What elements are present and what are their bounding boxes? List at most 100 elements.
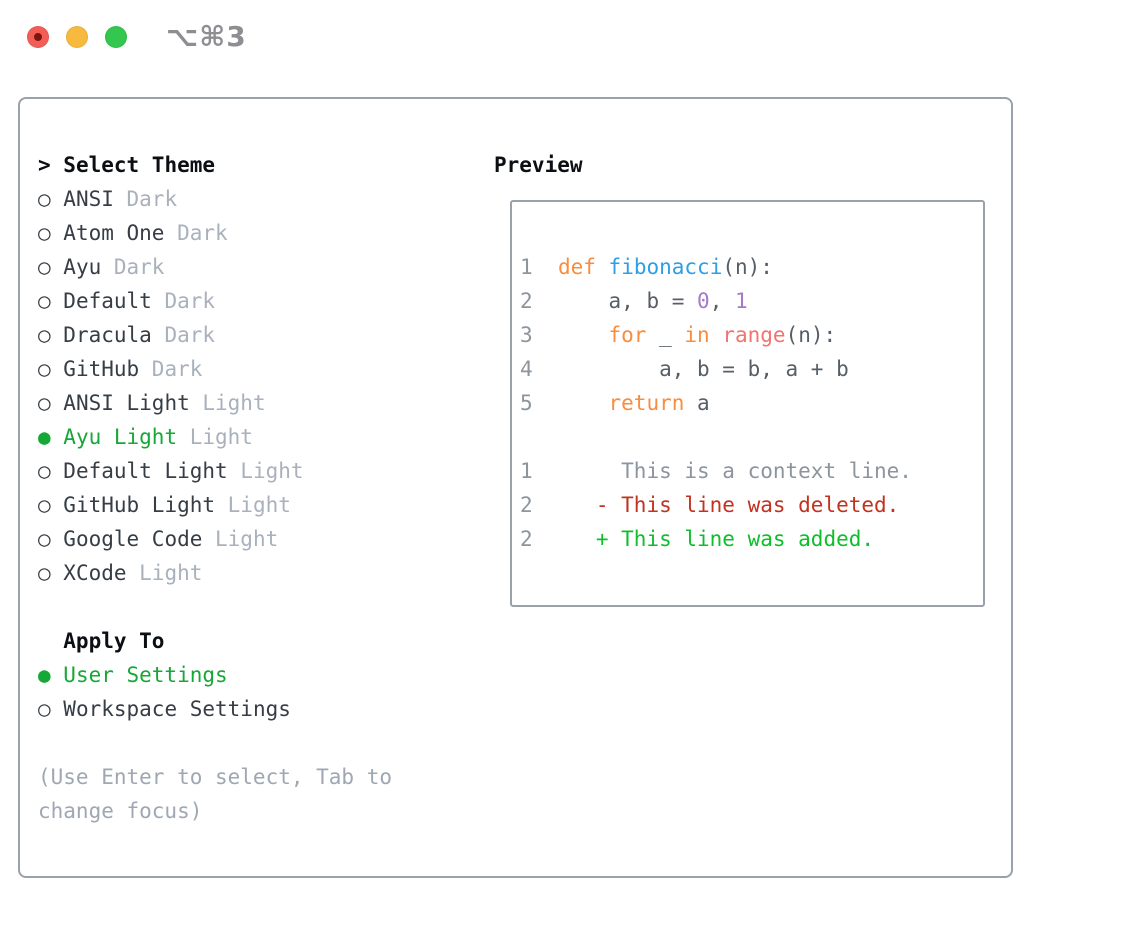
window-title: ⌥⌘3 bbox=[166, 20, 247, 53]
theme-list-header: > Select Theme bbox=[38, 148, 304, 182]
code-segment: _ bbox=[646, 323, 685, 347]
theme-option-default-light[interactable]: ○ Default Light Light bbox=[38, 454, 304, 488]
apply-to-header: Apply To bbox=[63, 629, 165, 653]
code-segment: , bbox=[709, 289, 735, 313]
apply-option-workspace-settings[interactable]: ○ Workspace Settings bbox=[38, 692, 291, 726]
code-segment: 2 bbox=[520, 289, 533, 313]
theme-option-default[interactable]: ○ Default Dark bbox=[38, 284, 304, 318]
code-segment: 1 bbox=[520, 459, 533, 483]
theme-options: ○ ANSI Dark ○ Atom One Dark ○ Ayu Dark ○ De… bbox=[38, 182, 304, 590]
theme-option-dracula[interactable]: ○ Dracula Dark bbox=[38, 318, 304, 352]
apply-to-group: Apply To ● User Settings ○ Workspace Sett… bbox=[38, 624, 291, 726]
theme-name: Google Code bbox=[63, 527, 203, 551]
preview-title: Preview bbox=[494, 153, 583, 177]
code-segment: - This line was deleted. bbox=[595, 493, 900, 517]
preview-line: 2 - This line was deleted. bbox=[520, 488, 983, 522]
theme-option-ansi-light[interactable]: ○ ANSI Light Light bbox=[38, 386, 304, 420]
radio-icon: ○ bbox=[38, 459, 64, 483]
apply-option-label: User Settings bbox=[63, 663, 228, 687]
code-segment: a, b = b, a + b bbox=[532, 357, 849, 381]
theme-name: XCode bbox=[63, 561, 127, 585]
theme-variant-label: Light bbox=[189, 391, 266, 415]
titlebar bbox=[27, 26, 127, 48]
theme-variant-label: Dark bbox=[151, 323, 216, 347]
theme-variant-label: Dark bbox=[113, 187, 178, 211]
preview-line bbox=[520, 420, 983, 454]
theme-name: Default bbox=[63, 289, 152, 313]
code-segment bbox=[710, 323, 723, 347]
code-segment: 5 bbox=[520, 391, 533, 415]
code-segment: 4 bbox=[520, 357, 533, 381]
theme-variant-label: Light bbox=[215, 493, 291, 517]
radio-selected-icon: ● bbox=[38, 663, 64, 687]
code-segment: 1 bbox=[520, 255, 533, 279]
prompt-cursor-icon: > bbox=[38, 153, 51, 177]
theme-name: Atom One bbox=[63, 221, 165, 245]
code-segment: 1 bbox=[734, 289, 748, 313]
code-segment: 2 bbox=[520, 493, 533, 517]
apply-option-label: Workspace Settings bbox=[63, 697, 291, 721]
radio-icon: ○ bbox=[38, 493, 64, 517]
theme-name: Ayu bbox=[63, 255, 102, 279]
radio-icon: ○ bbox=[38, 187, 64, 211]
close-icon[interactable] bbox=[27, 26, 49, 48]
code-segment: a bbox=[684, 391, 710, 415]
code-segment bbox=[533, 391, 609, 415]
theme-option-atom-one[interactable]: ○ Atom One Dark bbox=[38, 216, 304, 250]
code-segment: a, b = bbox=[532, 289, 698, 313]
theme-option-github-light[interactable]: ○ GitHub Light Light bbox=[38, 488, 304, 522]
theme-variant-label: Light bbox=[126, 561, 203, 585]
theme-option-github[interactable]: ○ GitHub Dark bbox=[38, 352, 304, 386]
theme-option-ayu-light[interactable]: ● Ayu Light Light bbox=[38, 420, 304, 454]
theme-list: > Select Theme ○ ANSI Dark ○ Atom One Dark… bbox=[38, 148, 304, 590]
theme-variant-label: Light bbox=[177, 425, 253, 449]
radio-icon: ○ bbox=[38, 255, 64, 279]
code-segment bbox=[533, 493, 596, 517]
radio-icon: ○ bbox=[38, 527, 64, 551]
theme-name: Default Light bbox=[63, 459, 228, 483]
theme-name: GitHub Light bbox=[63, 493, 216, 517]
apply-option-user-settings[interactable]: ● User Settings bbox=[38, 658, 291, 692]
code-segment: 0 bbox=[697, 289, 710, 313]
code-segment: 2 bbox=[520, 527, 533, 551]
radio-icon: ○ bbox=[38, 289, 64, 313]
zoom-icon[interactable] bbox=[105, 26, 127, 48]
code-segment bbox=[533, 323, 609, 347]
theme-option-xcode[interactable]: ○ XCode Light bbox=[38, 556, 304, 590]
preview-line: 2 a, b = 0, 1 bbox=[520, 284, 983, 318]
code-segment bbox=[596, 255, 609, 279]
code-segment: (n): bbox=[722, 255, 773, 279]
apply-to-options: ● User Settings ○ Workspace Settings bbox=[38, 658, 291, 726]
theme-name: ANSI bbox=[63, 187, 114, 211]
theme-option-ayu[interactable]: ○ Ayu Dark bbox=[38, 250, 304, 284]
theme-variant-label: Dark bbox=[139, 357, 203, 381]
theme-option-ansi[interactable]: ○ ANSI Dark bbox=[38, 182, 304, 216]
preview-line: 1 This is a context line. bbox=[520, 454, 983, 488]
code-segment: for bbox=[608, 323, 647, 347]
code-segment: + This line was added. bbox=[595, 527, 875, 551]
theme-name: GitHub bbox=[63, 357, 140, 381]
theme-variant-label: Dark bbox=[151, 289, 216, 313]
code-segment: fibonacci bbox=[608, 255, 723, 279]
code-segment: return bbox=[608, 391, 685, 415]
main-panel bbox=[18, 97, 1013, 878]
theme-name: Ayu Light bbox=[63, 425, 178, 449]
radio-icon: ○ bbox=[38, 391, 64, 415]
hint-line: change focus) bbox=[38, 799, 203, 823]
theme-variant-label: Dark bbox=[101, 255, 165, 279]
theme-name: ANSI Light bbox=[63, 391, 190, 415]
theme-variant-label: Dark bbox=[164, 221, 228, 245]
code-segment: This is a context line. bbox=[532, 459, 912, 483]
radio-icon: ○ bbox=[38, 221, 64, 245]
hint-line: (Use Enter to select, Tab to bbox=[38, 765, 393, 789]
theme-name: Dracula bbox=[63, 323, 152, 347]
preview-line: 5 return a bbox=[520, 386, 983, 420]
minimize-icon[interactable] bbox=[66, 26, 88, 48]
radio-icon: ○ bbox=[38, 697, 64, 721]
theme-variant-label: Light bbox=[227, 459, 304, 483]
preview-line: 4 a, b = b, a + b bbox=[520, 352, 983, 386]
radio-selected-icon: ● bbox=[38, 425, 64, 449]
theme-option-google-code[interactable]: ○ Google Code Light bbox=[38, 522, 304, 556]
